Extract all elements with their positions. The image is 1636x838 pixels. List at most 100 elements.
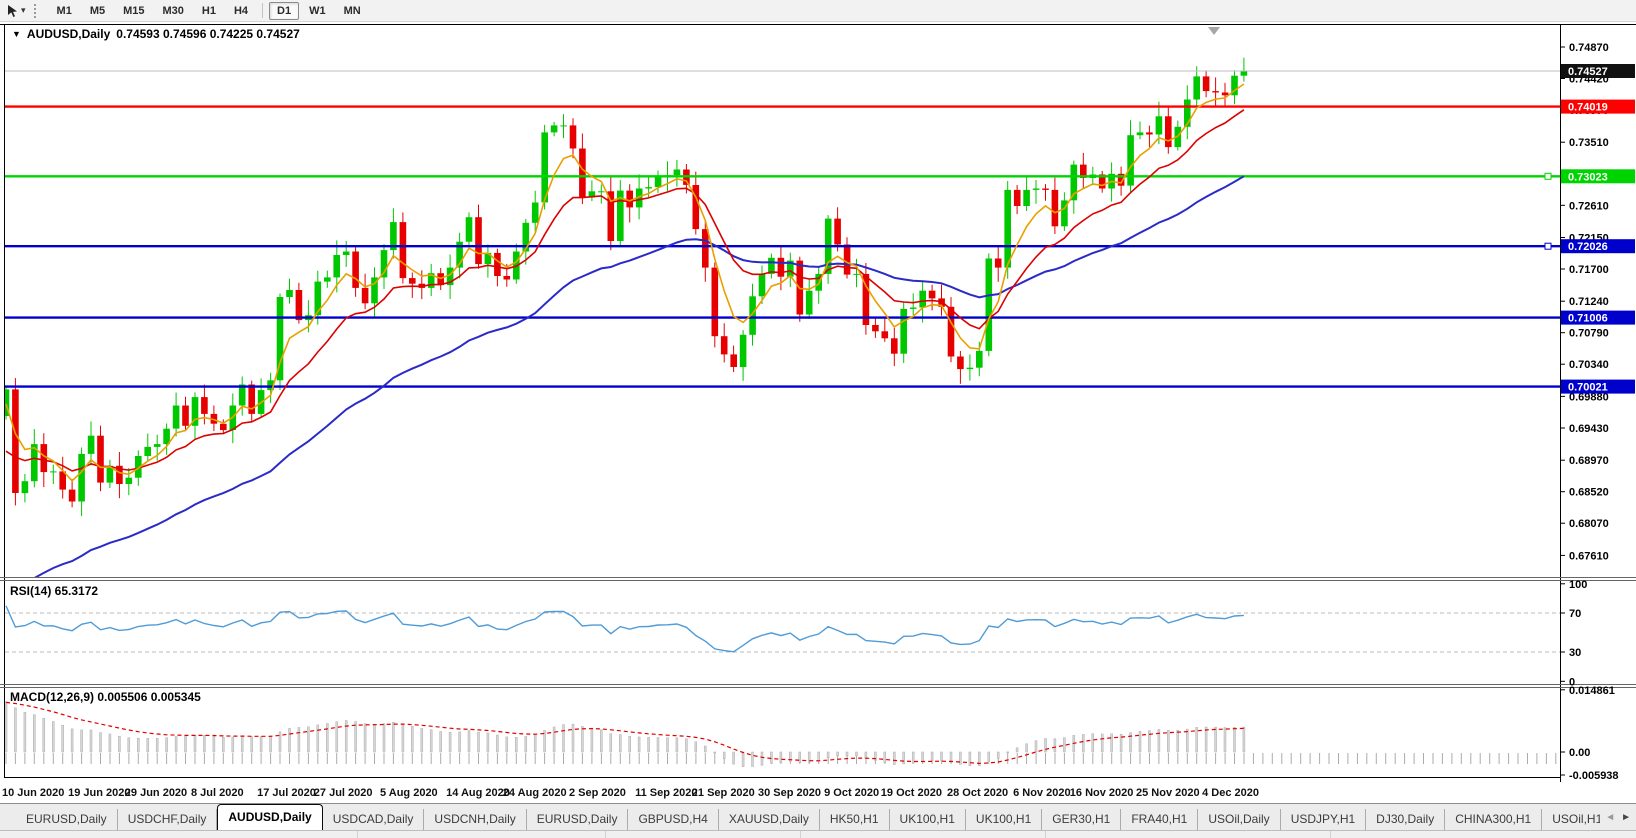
candle-body bbox=[78, 453, 85, 502]
candle-body bbox=[371, 277, 378, 304]
date-label: 19 Oct 2020 bbox=[881, 787, 942, 799]
candle-body bbox=[116, 465, 123, 484]
date-label: 11 Sep 2020 bbox=[635, 787, 697, 799]
chart-tab-eurusd-daily[interactable]: EURUSD,Daily bbox=[16, 809, 118, 830]
candle-body bbox=[125, 477, 133, 484]
chart-tab-xauusd-daily[interactable]: XAUUSD,Daily bbox=[719, 809, 820, 830]
candle-body bbox=[144, 446, 151, 456]
price-badge bbox=[1561, 379, 1635, 394]
candle-body bbox=[985, 258, 993, 351]
chart-canvas: 0.748700.744200.739700.735100.730600.726… bbox=[0, 24, 1636, 799]
candle-body bbox=[1165, 116, 1172, 148]
candle-body bbox=[711, 267, 719, 337]
rsi-indicator-label: RSI(14) 65.3172 bbox=[10, 584, 99, 598]
rsi-tick-label: 30 bbox=[1569, 647, 1581, 659]
candle-body bbox=[881, 331, 889, 339]
chart-tab-dj30-daily[interactable]: DJ30,Daily bbox=[1366, 809, 1446, 830]
timeframe-button-m5[interactable]: M5 bbox=[89, 4, 106, 17]
status-bar bbox=[0, 830, 1636, 838]
chart-tab-usdjpy-h1[interactable]: USDJPY,H1 bbox=[1281, 809, 1367, 830]
macd-tick-label: 0.00 bbox=[1569, 747, 1590, 759]
candle-body bbox=[853, 273, 860, 275]
toolbar-grip-handle[interactable] bbox=[33, 3, 40, 18]
timeframe-button-mn[interactable]: MN bbox=[343, 4, 361, 17]
candle-body bbox=[484, 252, 492, 265]
chart-tab-audusd-daily[interactable]: AUDUSD,Daily bbox=[217, 804, 323, 830]
status-divider bbox=[357, 831, 358, 838]
collapse-caret-icon[interactable]: ▼ bbox=[12, 29, 21, 39]
candles bbox=[5, 57, 1248, 517]
candle-body bbox=[862, 273, 870, 325]
timeframe-button-m30[interactable]: M30 bbox=[162, 4, 184, 17]
scroll-right-icon[interactable]: ► bbox=[1621, 811, 1631, 823]
price-tick-label: 0.69430 bbox=[1569, 423, 1609, 435]
candle-body bbox=[607, 191, 615, 241]
candle-body bbox=[531, 202, 539, 223]
candle-body bbox=[928, 290, 936, 299]
candle-body bbox=[900, 308, 907, 354]
horizontal-lines[interactable]: 0.74019 0.73023 0.72026 0.71006 0.70021 bbox=[5, 99, 1635, 394]
price-badge-label: 0.74019 bbox=[1568, 102, 1608, 114]
candle-body bbox=[5, 389, 10, 416]
candle-body bbox=[843, 244, 851, 275]
candle-body bbox=[201, 397, 208, 414]
candle-body bbox=[673, 169, 681, 176]
chart-tab-usdcnh-daily[interactable]: USDCNH,Daily bbox=[424, 809, 527, 830]
chart-tab-uk100-h1[interactable]: UK100,H1 bbox=[966, 809, 1043, 830]
chart-tab-ger30-h1[interactable]: GER30,H1 bbox=[1042, 809, 1122, 830]
candle-body bbox=[1117, 173, 1125, 186]
candle-body bbox=[465, 217, 473, 242]
candle-body bbox=[994, 258, 1002, 268]
candle-body bbox=[12, 389, 19, 493]
macd-indicator-label: MACD(12,26,9) 0.005506 0.005345 bbox=[10, 690, 201, 704]
timeframe-button-h4[interactable]: H4 bbox=[233, 4, 249, 17]
candle-body bbox=[919, 290, 926, 308]
macd-tick-label: 0.014861 bbox=[1569, 685, 1615, 697]
chart-tab-uk100-h1[interactable]: UK100,H1 bbox=[890, 809, 966, 830]
svg-text:0.74527: 0.74527 bbox=[1568, 66, 1608, 78]
timeframe-button-m1[interactable]: M1 bbox=[56, 4, 72, 17]
candle-body bbox=[324, 277, 331, 282]
candle-body bbox=[361, 287, 369, 304]
chart-tab-usdcad-daily[interactable]: USDCAD,Daily bbox=[323, 809, 425, 830]
candle-body bbox=[1193, 76, 1200, 100]
chart-tab-usoil-daily[interactable]: USOil,Daily bbox=[1198, 809, 1281, 830]
scroll-left-icon[interactable]: ◄ bbox=[1605, 811, 1616, 823]
candle-body bbox=[635, 188, 643, 208]
candle-body bbox=[768, 257, 775, 274]
candle-body bbox=[342, 251, 350, 255]
chart-tab-fra40-h1[interactable]: FRA40,H1 bbox=[1121, 809, 1199, 830]
chart-tab-china300-h1[interactable]: CHINA300,H1 bbox=[1445, 809, 1543, 830]
timeframe-button-d1[interactable]: D1 bbox=[269, 1, 300, 20]
timeframe-button-h1[interactable]: H1 bbox=[201, 4, 216, 17]
rsi-tick-label: 100 bbox=[1569, 579, 1587, 591]
current-price-badge bbox=[1561, 64, 1635, 78]
price-axis: 0.748700.744200.739700.735100.730600.726… bbox=[1560, 42, 1609, 562]
candle-body bbox=[40, 444, 48, 473]
candle-body bbox=[872, 325, 879, 332]
candle-body bbox=[541, 132, 548, 203]
date-label: 14 Aug 2020 bbox=[446, 787, 510, 799]
candle-body bbox=[1032, 188, 1040, 190]
chart-tab-gbpusd-h4[interactable]: GBPUSD,H4 bbox=[628, 809, 719, 830]
price-badge-label: 0.71006 bbox=[1568, 313, 1608, 325]
chart-tab-eurusd-daily[interactable]: EURUSD,Daily bbox=[527, 809, 629, 830]
candle-body bbox=[976, 350, 983, 368]
bar-shift-marker[interactable] bbox=[1208, 27, 1220, 35]
candle-body bbox=[966, 367, 974, 370]
timeframe-button-m15[interactable]: M15 bbox=[123, 4, 145, 17]
chart-tab-hk50-h1[interactable]: HK50,H1 bbox=[820, 809, 890, 830]
chart-tab-usdchf-daily[interactable]: USDCHF,Daily bbox=[118, 809, 218, 830]
candle-body bbox=[380, 250, 388, 278]
status-divider bbox=[1045, 831, 1046, 838]
candle-body bbox=[333, 255, 340, 278]
chevron-down-icon[interactable]: ▾ bbox=[21, 5, 26, 15]
candle-body bbox=[1184, 99, 1191, 127]
timeframe-button-w1[interactable]: W1 bbox=[309, 4, 326, 17]
candle-body bbox=[1146, 132, 1153, 135]
toolbar-separator bbox=[262, 3, 264, 18]
date-label: 8 Jul 2020 bbox=[191, 787, 244, 799]
pointer-icon[interactable] bbox=[4, 3, 20, 19]
price-tick-label: 0.73510 bbox=[1569, 137, 1609, 149]
candle-body bbox=[31, 444, 38, 482]
